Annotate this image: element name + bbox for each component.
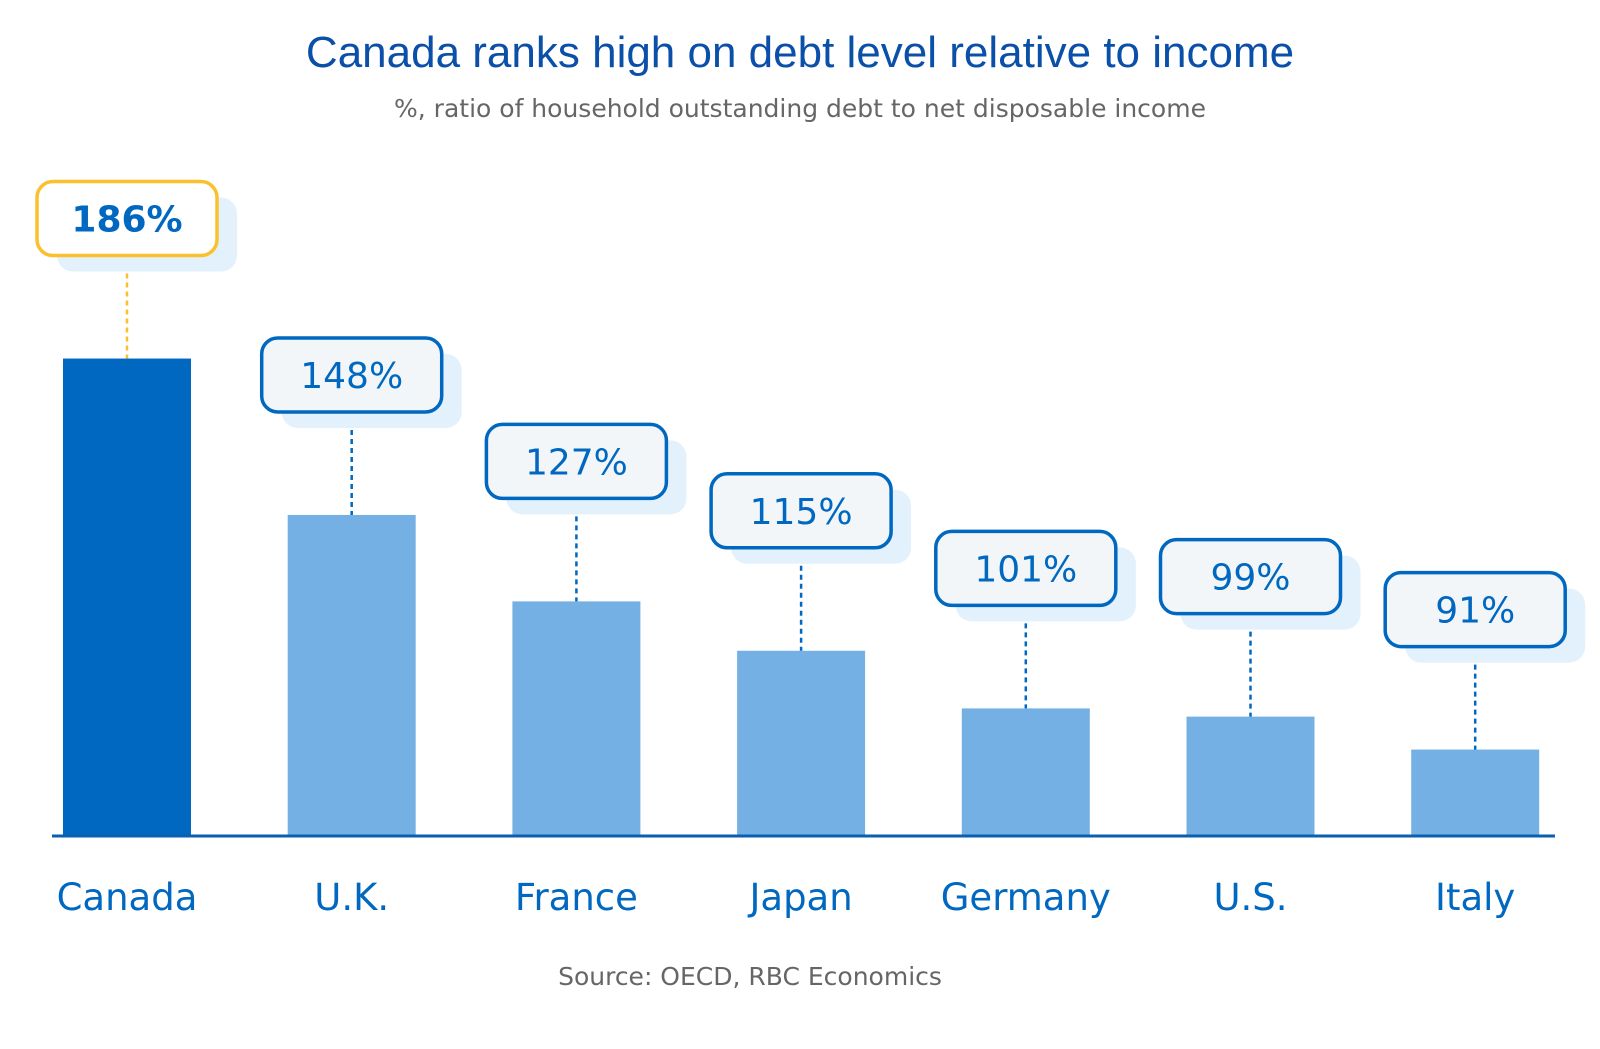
- bar-group-uk: 148% U.K.: [259, 336, 462, 919]
- x-tick-label: U.S.: [1213, 876, 1287, 919]
- value-label-box: [259, 336, 444, 414]
- x-tick-label: Canada: [57, 876, 198, 919]
- data-label: 91%: [1435, 591, 1515, 632]
- bar-group-france: 127% France: [484, 422, 687, 919]
- x-tick-label: France: [515, 876, 638, 919]
- bar: [287, 514, 416, 836]
- data-label: 99%: [1210, 558, 1290, 599]
- source-note: Source: OECD, RBC Economics: [558, 962, 942, 991]
- chart-subtitle: %, ratio of household outstanding debt t…: [394, 94, 1206, 123]
- bar-group-italy: 91% Italy: [1383, 570, 1586, 919]
- data-label: 127%: [525, 442, 628, 483]
- value-label-box: [35, 179, 219, 258]
- data-label: 101%: [974, 549, 1077, 590]
- value-label-box: [1158, 537, 1343, 616]
- bar-group-germany: 101% Germany: [934, 529, 1136, 919]
- bar-group-us: 99% U.S.: [1158, 537, 1361, 919]
- value-label-box: [934, 529, 1118, 608]
- x-tick-label: Italy: [1435, 876, 1515, 919]
- data-label: 148%: [300, 356, 403, 397]
- bar-group-japan: 115% Japan: [709, 472, 912, 919]
- bar: [63, 358, 191, 836]
- chart-title: Canada ranks high on debt level relative…: [305, 28, 1295, 77]
- bar: [1411, 749, 1540, 836]
- bar: [512, 601, 641, 836]
- value-label-box: [709, 472, 893, 550]
- value-label-box: [1383, 570, 1567, 649]
- data-label: 115%: [750, 492, 853, 533]
- x-tick-label: Germany: [941, 876, 1111, 919]
- x-tick-label: Japan: [747, 876, 852, 919]
- bar: [961, 708, 1090, 836]
- data-label: 186%: [71, 200, 182, 241]
- value-label-box: [484, 422, 669, 501]
- x-tick-label: U.K.: [314, 876, 389, 919]
- bar: [737, 650, 866, 836]
- bar: [1186, 716, 1315, 836]
- bar-group-canada: 186% Canada: [35, 179, 237, 919]
